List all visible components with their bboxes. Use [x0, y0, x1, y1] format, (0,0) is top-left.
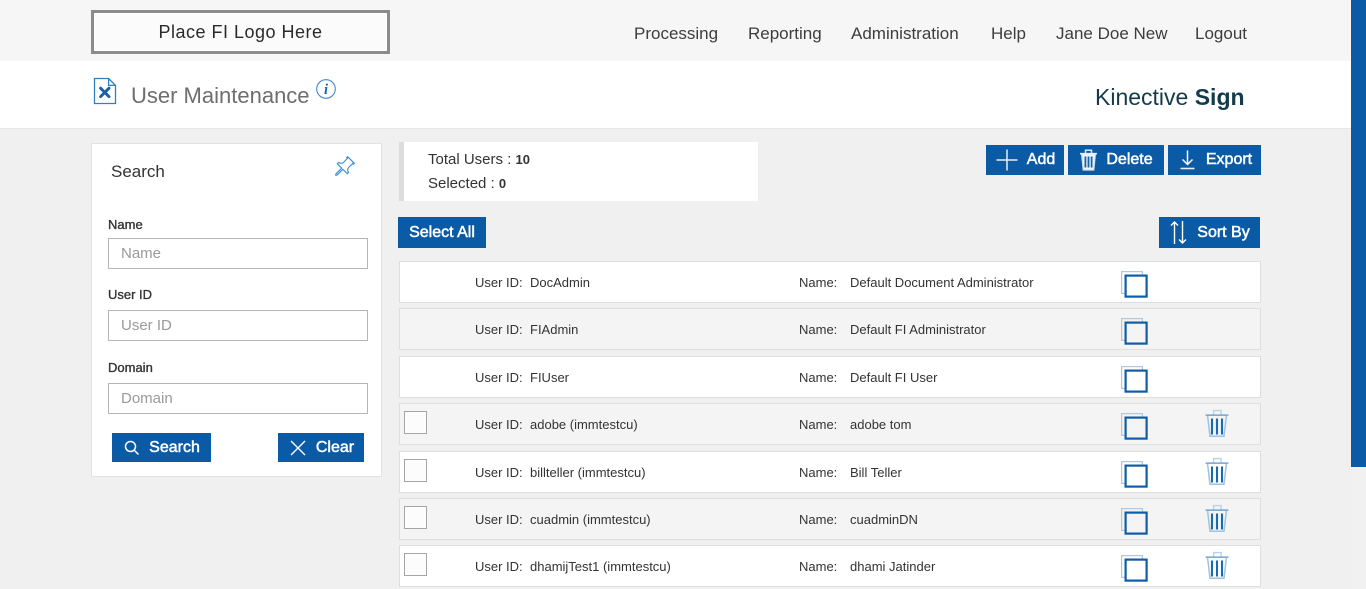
svg-text:i: i [324, 82, 328, 98]
